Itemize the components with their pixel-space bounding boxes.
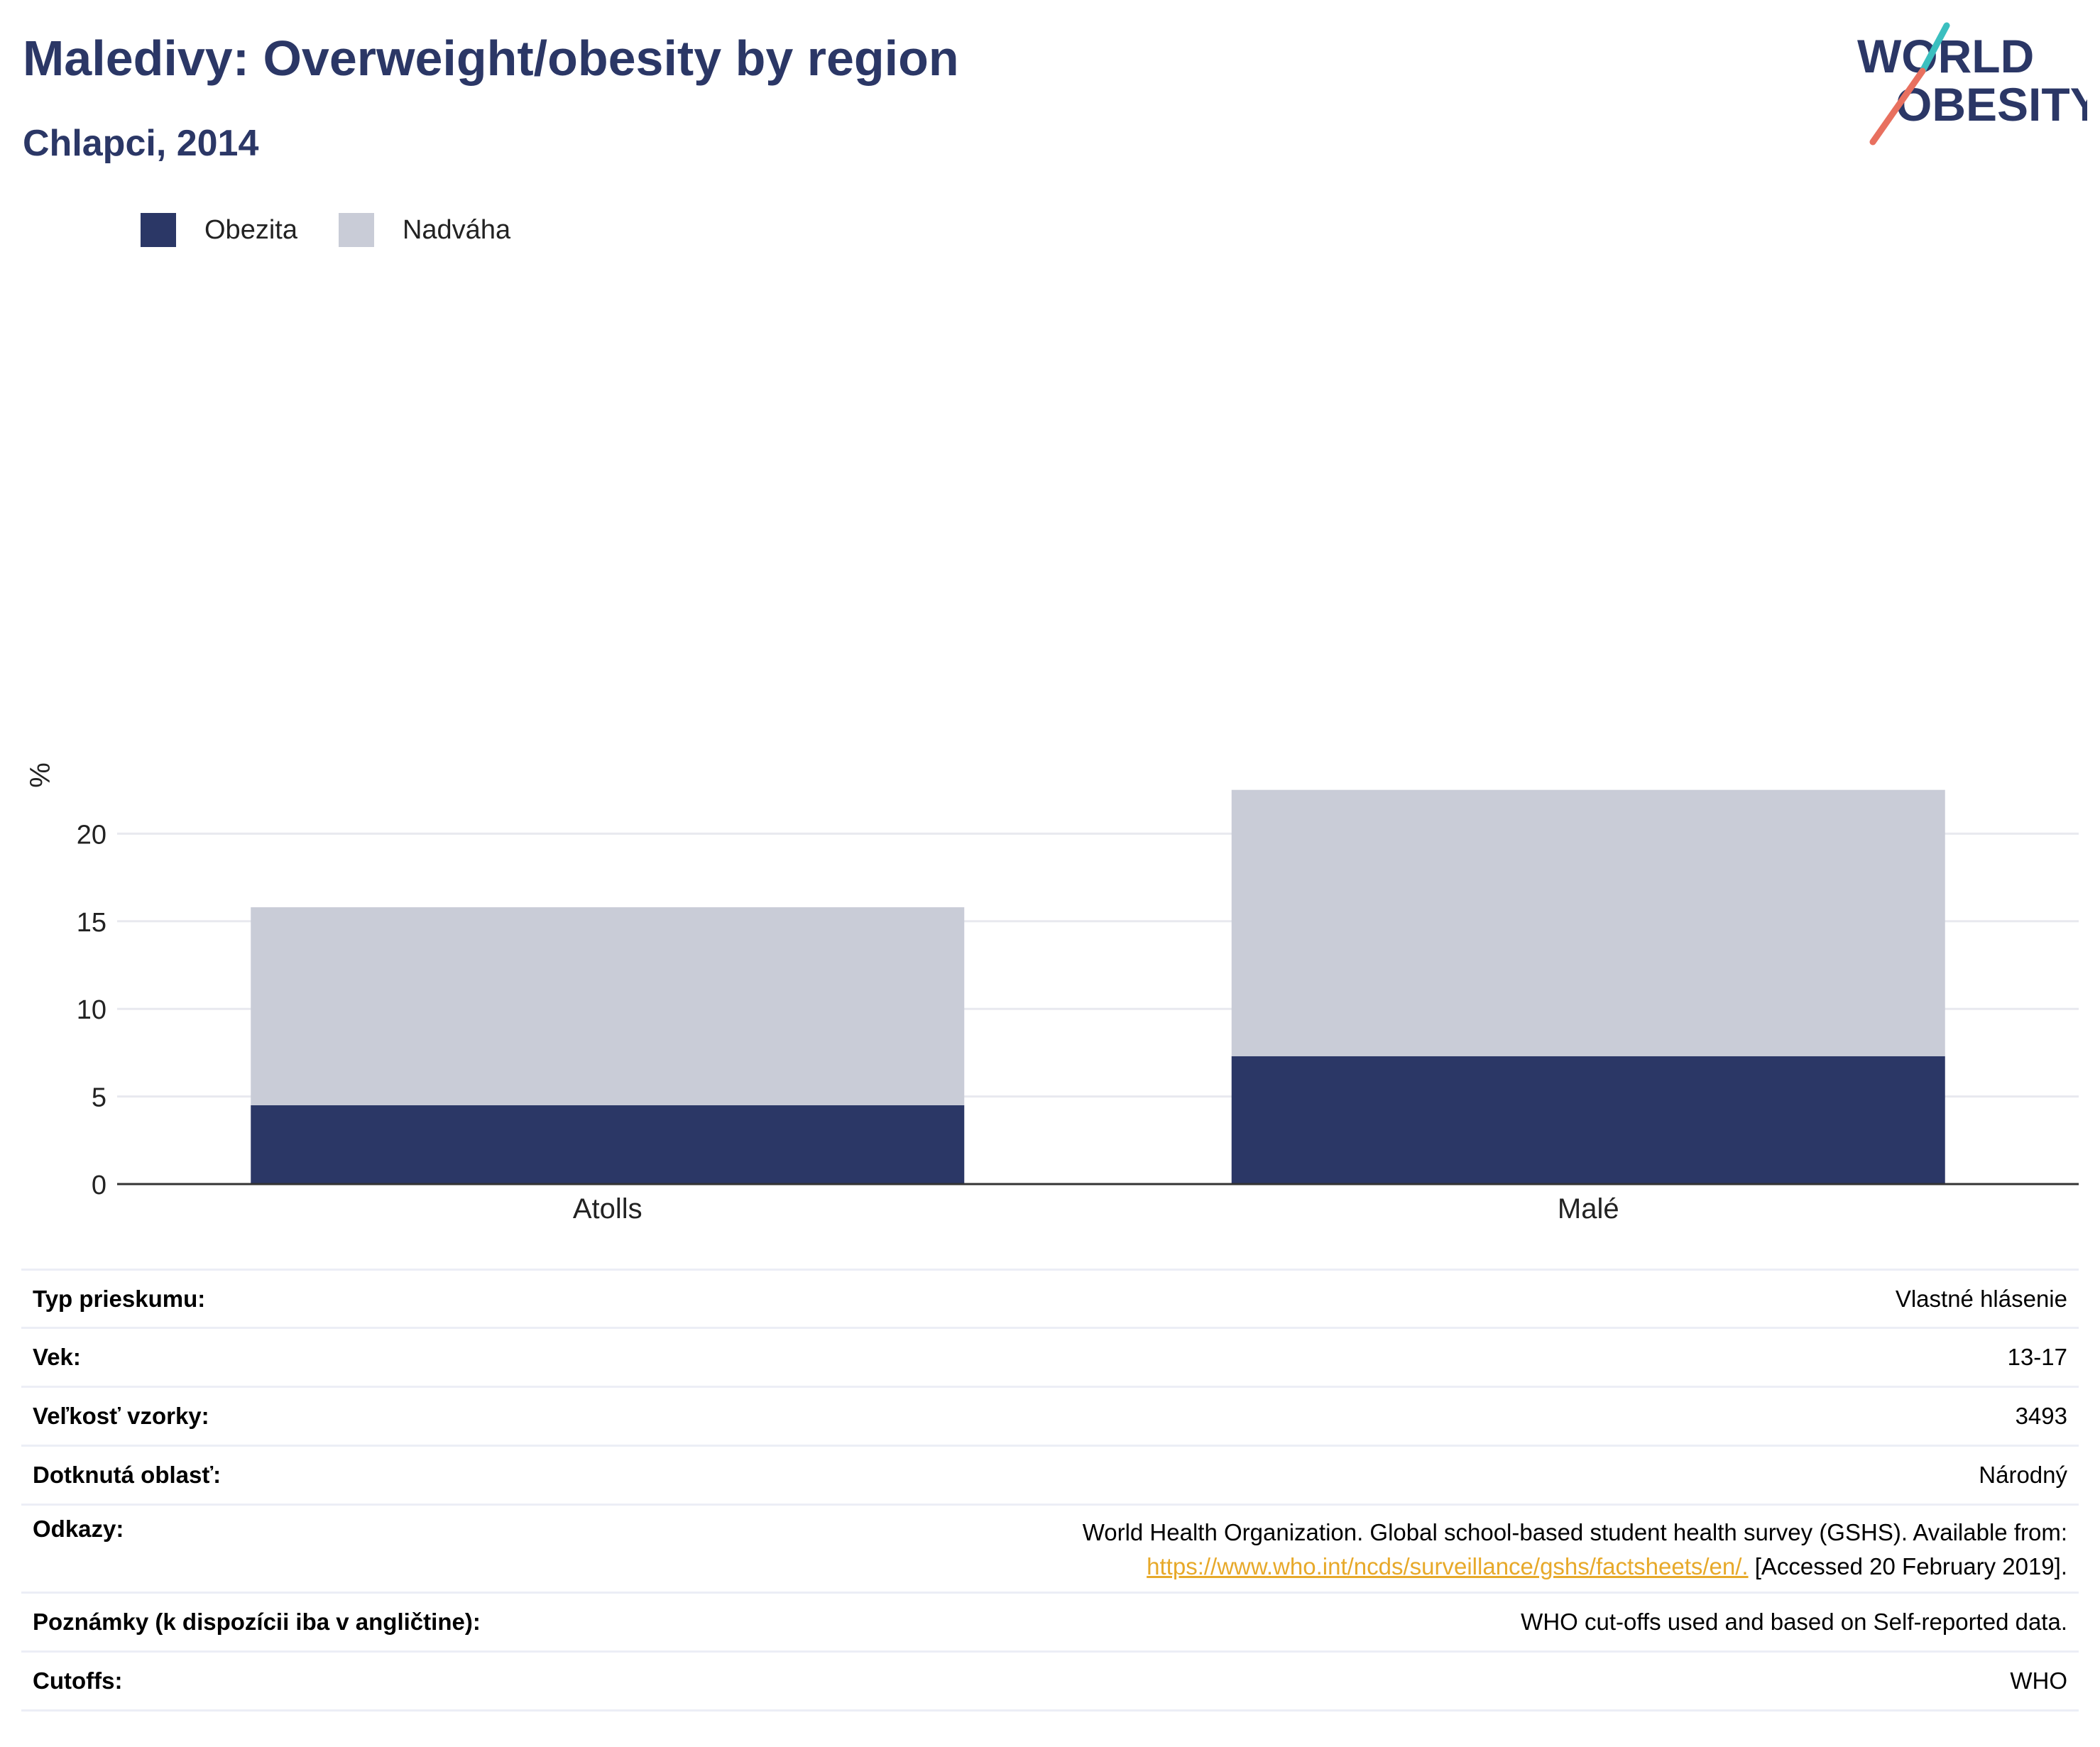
info-row-references: Odkazy: World Health Organization. Globa… — [21, 1506, 2079, 1594]
info-value: WHO cut-offs used and based on Self-repo… — [1521, 1609, 2067, 1635]
info-row-area: Dotknutá oblasť: Národný — [21, 1447, 2079, 1506]
y-tick-label: 0 — [92, 1171, 106, 1200]
bar-obesity — [251, 1105, 965, 1184]
info-row-age: Vek: 13-17 — [21, 1329, 2079, 1388]
y-tick-label: 15 — [77, 908, 106, 938]
bar-layer — [251, 789, 1945, 1184]
reference-accessed: [Accessed 20 February 2019]. — [1754, 1553, 2067, 1579]
logo-line1: WORLD — [1857, 30, 2034, 82]
legend-swatch-obesity — [141, 213, 176, 247]
legend-swatch-overweight — [338, 213, 374, 247]
bar-overweight — [1231, 789, 1945, 1056]
x-tick-label: Malé — [1558, 1193, 1619, 1225]
stacked-bar-chart: 0 5 10 15 20 Atolls Malé % — [25, 762, 2079, 1225]
info-label: Odkazy: — [33, 1516, 124, 1542]
info-label: Typ prieskumu: — [33, 1285, 206, 1312]
logo-slash-top — [1919, 22, 1950, 75]
info-value: World Health Organization. Global school… — [1083, 1516, 2067, 1584]
info-label: Dotknutá oblasť: — [33, 1462, 222, 1488]
logo-line2: OBESITY — [1896, 78, 2087, 131]
legend-item-obesity[interactable]: Obezita — [141, 213, 297, 247]
x-tick-label: Atolls — [573, 1193, 642, 1225]
info-value: Vlastné hlásenie — [1895, 1285, 2067, 1312]
info-value: WHO — [2010, 1667, 2067, 1694]
legend: Obezita Nadváha — [141, 212, 552, 248]
info-value: 13-17 — [2007, 1344, 2067, 1370]
info-label: Poznámky (k dispozícii iba v angličtine)… — [33, 1609, 481, 1635]
logo-slash-bottom — [1869, 67, 1926, 146]
info-value: Národný — [1979, 1462, 2067, 1488]
chart-title: Maledivy: Overweight/obesity by region — [23, 31, 959, 86]
info-label: Vek: — [33, 1344, 81, 1370]
info-label: Veľkosť vzorky: — [33, 1403, 209, 1429]
world-obesity-logo: WORLD OBESITY — [1857, 22, 2087, 146]
info-row-survey-type: Typ prieskumu: Vlastné hlásenie — [21, 1271, 2079, 1329]
info-label: Cutoffs: — [33, 1667, 123, 1694]
reference-text: World Health Organization. Global school… — [1082, 1519, 2067, 1545]
survey-info-table: Typ prieskumu: Vlastné hlásenie Vek: 13-… — [21, 1269, 2079, 1712]
legend-label-overweight: Nadváha — [402, 214, 511, 245]
reference-link[interactable]: https://www.who.int/ncds/surveillance/gs… — [1147, 1553, 1749, 1579]
legend-item-overweight[interactable]: Nadváha — [338, 213, 511, 247]
info-row-cutoffs: Cutoffs: WHO — [21, 1653, 2079, 1712]
info-value: 3493 — [2015, 1403, 2067, 1429]
y-axis-title: % — [25, 762, 56, 788]
axis-layer: 0 5 10 15 20 Atolls Malé — [77, 820, 2079, 1225]
legend-label-obesity: Obezita — [204, 214, 297, 245]
bar-obesity — [1231, 1056, 1945, 1184]
y-tick-label: 5 — [92, 1083, 106, 1113]
info-row-sample-size: Veľkosť vzorky: 3493 — [21, 1388, 2079, 1447]
bar-overweight — [251, 907, 965, 1105]
chart-subtitle: Chlapci, 2014 — [23, 123, 259, 164]
y-tick-label: 10 — [77, 995, 106, 1025]
info-row-notes: Poznámky (k dispozícii iba v angličtine)… — [21, 1594, 2079, 1653]
y-tick-label: 20 — [77, 820, 106, 850]
